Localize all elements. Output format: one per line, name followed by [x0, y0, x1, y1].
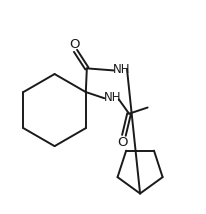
Text: NH: NH [113, 63, 130, 76]
Text: O: O [69, 38, 80, 51]
Text: NH: NH [103, 91, 121, 104]
Text: O: O [118, 136, 128, 149]
